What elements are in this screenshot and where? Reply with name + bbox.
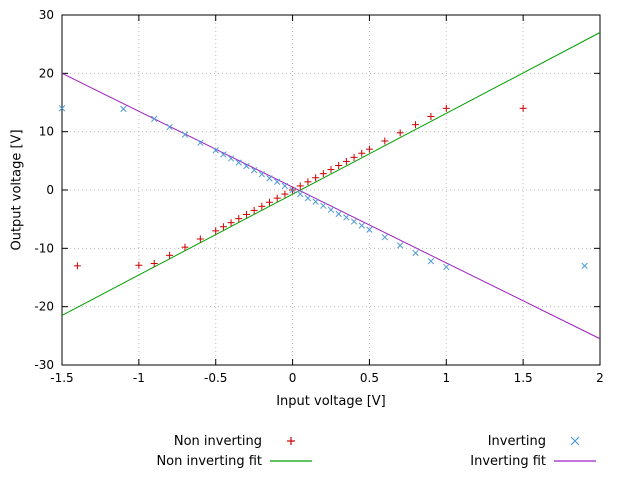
grid <box>61 14 601 366</box>
legend-entry-non-inverting: Non inverting <box>142 431 314 451</box>
legend-column-left: Non inverting Non inverting fit <box>142 431 314 471</box>
series-non-inverting-fit <box>61 32 601 316</box>
y-axis-label: Output voltage [V] <box>9 129 25 251</box>
legend-label-inverting: Inverting <box>487 433 546 449</box>
series-inverting <box>58 105 588 271</box>
svg-text:-30: -30 <box>34 358 54 372</box>
svg-text:0: 0 <box>46 183 54 197</box>
legend-label-inverting-fit: Inverting fit <box>470 453 546 469</box>
svg-text:-1: -1 <box>133 371 145 385</box>
series-non-inverting <box>73 104 527 270</box>
line-sample-icon <box>270 460 312 462</box>
svg-text:30: 30 <box>39 8 54 22</box>
svg-text:2: 2 <box>596 371 604 385</box>
x-axis-label: Input voltage [V] <box>276 394 386 409</box>
legend-label-non-inverting: Non inverting <box>173 433 262 449</box>
legend-label-non-inverting-fit: Non inverting fit <box>156 453 262 469</box>
svg-text:0.5: 0.5 <box>360 371 379 385</box>
svg-text:1.5: 1.5 <box>514 371 533 385</box>
legend-column-right: Inverting Inverting fit <box>426 431 598 471</box>
svg-text:-0.5: -0.5 <box>204 371 227 385</box>
svg-text:10: 10 <box>39 125 54 139</box>
svg-text:0: 0 <box>289 371 297 385</box>
line-sample-icon <box>554 460 596 462</box>
tick-labels: -1.5 -1 -0.5 0 0.5 1 1.5 2 -30 -20 -10 0 10 20 30 <box>34 8 603 385</box>
chart-legend: Non inverting Non inverting fit Invertin… <box>0 431 640 471</box>
svg-text:-1.5: -1.5 <box>50 371 73 385</box>
legend-entry-inverting-fit: Inverting fit <box>426 451 598 471</box>
cross-marker-icon <box>570 436 580 446</box>
legend-entry-inverting: Inverting <box>426 431 598 451</box>
svg-text:-20: -20 <box>34 300 54 314</box>
axis-ticks <box>61 14 601 366</box>
svg-text:1: 1 <box>442 371 450 385</box>
plus-marker-icon <box>287 437 295 445</box>
legend-entry-non-inverting-fit: Non inverting fit <box>142 451 314 471</box>
svg-text:20: 20 <box>39 66 54 80</box>
series-inverting-fit <box>61 72 601 340</box>
svg-text:-10: -10 <box>34 241 54 255</box>
